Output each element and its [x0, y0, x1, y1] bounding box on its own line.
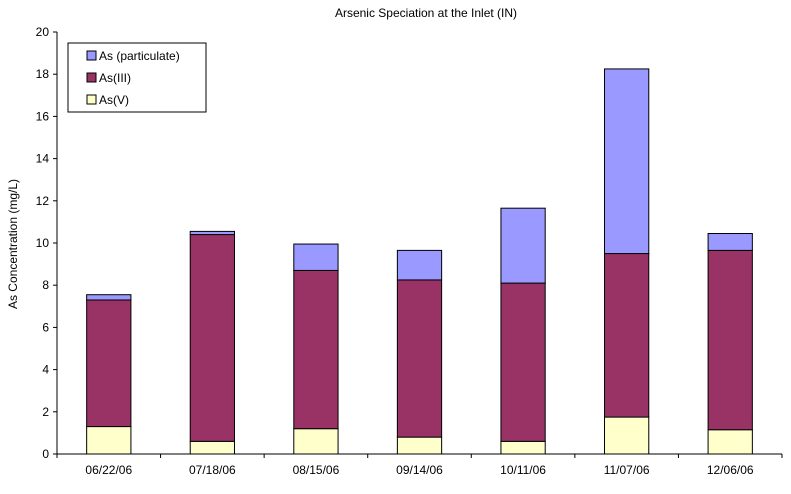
- x-tick-label: 07/18/06: [189, 463, 236, 477]
- x-tick-label: 08/15/06: [293, 463, 340, 477]
- y-tick-label: 8: [42, 278, 49, 292]
- x-tick-label: 10/11/06: [500, 463, 546, 477]
- legend: As (particulate) As(III) As(V): [67, 42, 207, 113]
- bar-segment: [500, 207, 546, 284]
- y-tick-label: 4: [42, 363, 49, 377]
- legend-label: As(III): [99, 71, 131, 85]
- y-ticks: 0 2 4 6 8 10 12 14 16 18 20: [36, 25, 57, 461]
- bar-segment: [707, 429, 753, 455]
- legend-swatch: [86, 72, 97, 83]
- chart-title: Arsenic Speciation at the Inlet (IN): [335, 6, 517, 20]
- bar-segment: [500, 282, 546, 442]
- y-tick-label: 20: [36, 25, 50, 39]
- bar-segment: [396, 249, 443, 281]
- legend-swatch: [86, 50, 97, 61]
- y-tick-label: 6: [42, 320, 49, 334]
- bar-segment: [707, 233, 753, 251]
- x-ticks: 06/22/06 07/18/06 08/15/06 09/14/06 10/11/06…: [56, 454, 783, 477]
- y-tick-label: 10: [36, 236, 50, 250]
- bar-segment: [86, 426, 132, 455]
- bar-segment: [604, 416, 650, 455]
- y-tick-label: 12: [36, 194, 50, 208]
- bar-segment: [396, 436, 443, 455]
- x-tick-label: 06/22/06: [85, 463, 132, 477]
- x-tick-label: 12/06/06: [707, 463, 754, 477]
- bar-segment: [293, 428, 339, 455]
- y-tick-label: 18: [36, 67, 50, 81]
- bar-segment: [86, 299, 132, 428]
- y-axis-label: As Concentration (mg/L): [6, 179, 20, 309]
- x-tick-label: 09/14/06: [396, 463, 443, 477]
- y-tick-label: 0: [42, 447, 49, 461]
- y-tick-label: 16: [36, 109, 50, 123]
- x-tick-label: 11/07/06: [604, 463, 650, 477]
- legend-label: As(V): [99, 93, 129, 107]
- bars-layer: [86, 68, 753, 455]
- bar-segment: [604, 68, 650, 255]
- bar-segment: [189, 230, 235, 236]
- y-tick-label: 14: [36, 152, 50, 166]
- bar-segment: [189, 440, 235, 455]
- bar-segment: [293, 269, 339, 430]
- legend-swatch: [86, 94, 97, 105]
- bar-segment: [396, 279, 443, 438]
- legend-label: As (particulate): [99, 49, 180, 63]
- bar-segment: [293, 243, 339, 271]
- bar-segment: [189, 234, 235, 442]
- bar-segment: [707, 249, 753, 431]
- y-tick-label: 2: [42, 405, 49, 419]
- bar-segment: [604, 253, 650, 418]
- bar-segment: [86, 294, 132, 301]
- bar-segment: [500, 440, 546, 455]
